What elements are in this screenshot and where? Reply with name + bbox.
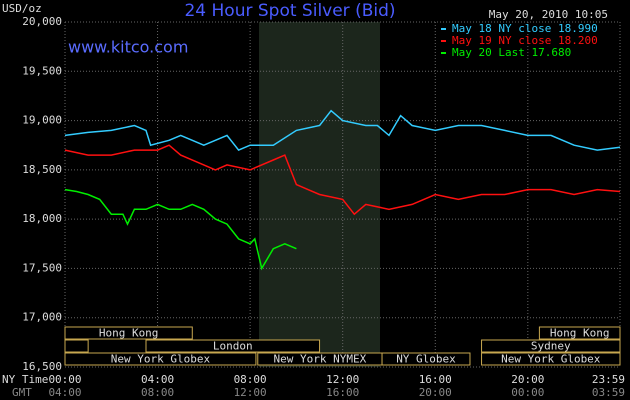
source: www.kitco.com: [68, 38, 188, 57]
x-axis-label: NY Time: [2, 373, 48, 386]
y-tick-label: 19,000: [22, 114, 62, 127]
session-label: Sydney: [531, 340, 571, 353]
x2-tick-label: 12:00: [234, 386, 267, 399]
session-label: New York NYMEX: [274, 353, 367, 366]
legend-entry: May 18 NY close 18.990: [452, 22, 598, 35]
series-line: [64, 188, 297, 271]
y-tick-label: 18,500: [22, 163, 62, 176]
y-tick-label: 16,500: [22, 360, 62, 373]
y-tick-label: 17,000: [22, 311, 62, 324]
x2-tick-label: 16:00: [326, 386, 359, 399]
legend-entry: May 19 NY close 18.200: [452, 34, 598, 47]
x2-axis-label: GMT: [12, 386, 32, 399]
session-label: Hong Kong: [550, 327, 610, 340]
x2-tick-label: 03:59: [592, 386, 625, 399]
session-bar: [481, 339, 621, 353]
session-label: New York Globex: [111, 353, 211, 366]
y-tick-label: 19,500: [22, 64, 62, 77]
series-line: [64, 109, 621, 152]
x-tick-label: 20:00: [511, 373, 544, 386]
session-bar: [64, 339, 89, 353]
session-bar: [64, 326, 193, 340]
x-tick-label: 04:00: [141, 373, 174, 386]
timestamp: May 20, 2010 10:05: [489, 8, 608, 21]
legend-entry: May 20 Last 17.680: [452, 46, 571, 59]
legend-swatch: [441, 52, 446, 54]
session-bar: [481, 352, 621, 366]
x-tick-label: 16:00: [419, 373, 452, 386]
chart-title: 24 Hour Spot Silver (Bid): [184, 1, 395, 21]
y-tick-label: 17,500: [22, 261, 62, 274]
session-label: Hong Kong: [99, 327, 159, 340]
session-label: New York Globex: [501, 353, 601, 366]
x-tick-label: 08:00: [234, 373, 267, 386]
x-tick-label: 23:59: [592, 373, 625, 386]
x-tick-label: 00:00: [48, 373, 81, 386]
x2-tick-label: 20:00: [419, 386, 452, 399]
x2-tick-label: 00:00: [511, 386, 544, 399]
session-bar: [538, 326, 621, 340]
x-tick-label: 12:00: [326, 373, 359, 386]
session-bar: [145, 339, 321, 353]
session-label: London: [213, 340, 253, 353]
y-tick-label: 18,000: [22, 212, 62, 225]
x2-tick-label: 08:00: [141, 386, 174, 399]
legend-swatch: [441, 28, 446, 30]
y-tick-label: 20,000: [22, 15, 62, 28]
session-bar: [381, 352, 471, 366]
y-axis-label: USD/oz: [2, 2, 42, 15]
session-bar: [64, 352, 257, 366]
x2-tick-label: 04:00: [48, 386, 81, 399]
session-label: NY Globex: [396, 353, 456, 366]
series-line: [64, 144, 621, 216]
legend-swatch: [441, 40, 446, 42]
